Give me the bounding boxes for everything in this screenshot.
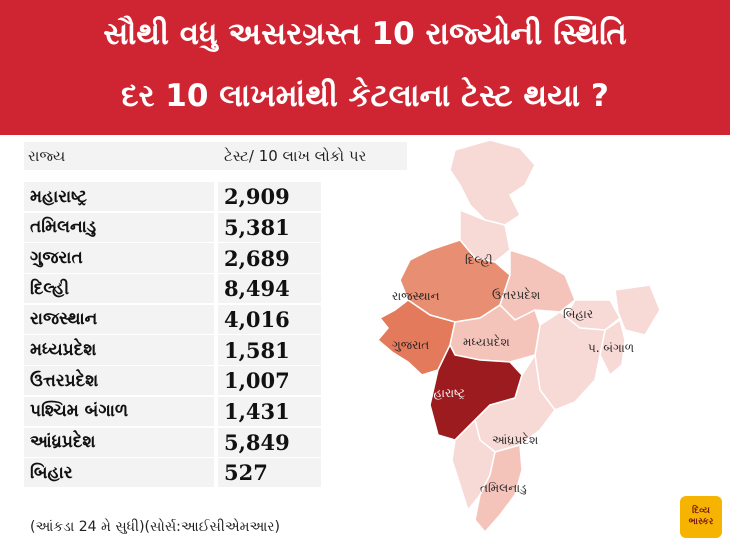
source-note: (આંકડા 24 મે સુધી)(સોર્સ:આઈસીએમઆર)	[30, 519, 281, 535]
state-name: ગુજરાત	[24, 243, 214, 273]
table-row: ગુજરાત 2,689	[24, 243, 407, 273]
map-region-northeast	[614, 284, 660, 336]
tests-value: 527	[218, 458, 321, 488]
state-name: મહારાષ્ટ્ર	[24, 182, 214, 212]
table-row: મહારાષ્ટ્ર 2,909	[24, 182, 407, 212]
tests-value: 1,007	[218, 366, 321, 396]
state-name: દિલ્હી	[24, 274, 214, 304]
tests-value: 8,494	[218, 274, 321, 304]
state-name: મધ્યપ્રદેશ	[24, 335, 214, 365]
table-row: રાજસ્થાન 4,016	[24, 304, 407, 335]
title-line-1: સૌથી વધુ અસરગ્રસ્ત 10 રાજ્યોની સ્થિતિ	[103, 16, 627, 52]
logo-line-2: ભાસ્કર	[688, 517, 714, 527]
tests-value: 5,381	[218, 212, 321, 242]
india-map: દિલ્હી રાજસ્થાન ઉત્તરપ્રદેશ બિહાર ગુજરાત…	[376, 140, 660, 534]
map-region-uttarpradesh	[499, 248, 576, 321]
table-row: બિહાર 527	[24, 458, 407, 488]
tests-value: 4,016	[218, 304, 321, 335]
tests-value: 5,849	[218, 427, 321, 457]
table-row: આંધ્રપ્રદેશ 5,849	[24, 427, 407, 457]
table-row: ઉત્તરપ્રદેશ 1,007	[24, 366, 407, 396]
tests-value: 2,689	[218, 243, 321, 273]
map-label-rajasthan: રાજસ્થાન	[392, 289, 440, 303]
state-name: બિહાર	[24, 458, 214, 488]
state-name: તમિલનાડુ	[24, 212, 214, 242]
map-label-delhi: દિલ્હી	[465, 253, 493, 267]
table-row: તમિલનાડુ 5,381	[24, 212, 407, 242]
header-banner: સૌથી વધુ અસરગ્રસ્ત 10 રાજ્યોની સ્થિતિ દર…	[0, 0, 730, 135]
table-row: દિલ્હી 8,494	[24, 274, 407, 304]
state-name: આંધ્રપ્રદેશ	[24, 427, 214, 457]
map-label-maharashtra: મહારાષ્ટ્ર	[425, 386, 465, 400]
data-table: રાજ્ય ટેસ્ટ/ 10 લાખ લોકો પર મહારાષ્ટ્ર 2,…	[24, 142, 407, 489]
map-label-uttarpradesh: ઉત્તરપ્રદેશ	[492, 287, 540, 302]
tests-value: 2,909	[218, 182, 321, 212]
table-header: રાજ્ય ટેસ્ટ/ 10 લાખ લોકો પર	[24, 142, 407, 172]
state-name: ઉત્તરપ્રદેશ	[24, 366, 214, 396]
table-row: મધ્યપ્રદેશ 1,581	[24, 335, 407, 365]
table-row: પશ્ચિમ બંગાળ 1,431	[24, 396, 407, 427]
map-label-bihar: બિહાર	[563, 307, 593, 321]
table-body: મહારાષ્ટ્ર 2,909 તમિલનાડુ 5,381 ગુજરાત 2,689 દ…	[24, 182, 407, 488]
map-label-gujarat: ગુજરાત	[392, 338, 429, 352]
map-region-north	[449, 140, 536, 226]
map-region-tamilnadu	[474, 444, 523, 534]
map-label-madhyapradesh: મધ્યપ્રદેશ	[463, 334, 510, 349]
tests-value: 1,431	[218, 396, 321, 427]
tests-value: 1,581	[218, 335, 321, 365]
map-label-andhra: આંધ્રપ્રદેશ	[492, 432, 538, 447]
state-name: પશ્ચિમ બંગાળ	[24, 396, 214, 427]
state-name: રાજસ્થાન	[24, 304, 214, 335]
brand-logo: દિવ્ય ભાસ્કર	[680, 496, 722, 538]
column-header-state: રાજ્ય	[28, 147, 66, 165]
logo-line-1: દિવ્ય	[692, 506, 710, 516]
map-label-tamilnadu: તમિલનાડુ	[480, 481, 527, 495]
title-line-2: દર 10 લાખમાંથી કેટલાના ટેસ્ટ થયા ?	[121, 78, 609, 114]
map-label-bengal: પ. બંગાળ	[588, 341, 634, 355]
column-header-tests: ટેસ્ટ/ 10 લાખ લોકો પર	[224, 147, 367, 165]
